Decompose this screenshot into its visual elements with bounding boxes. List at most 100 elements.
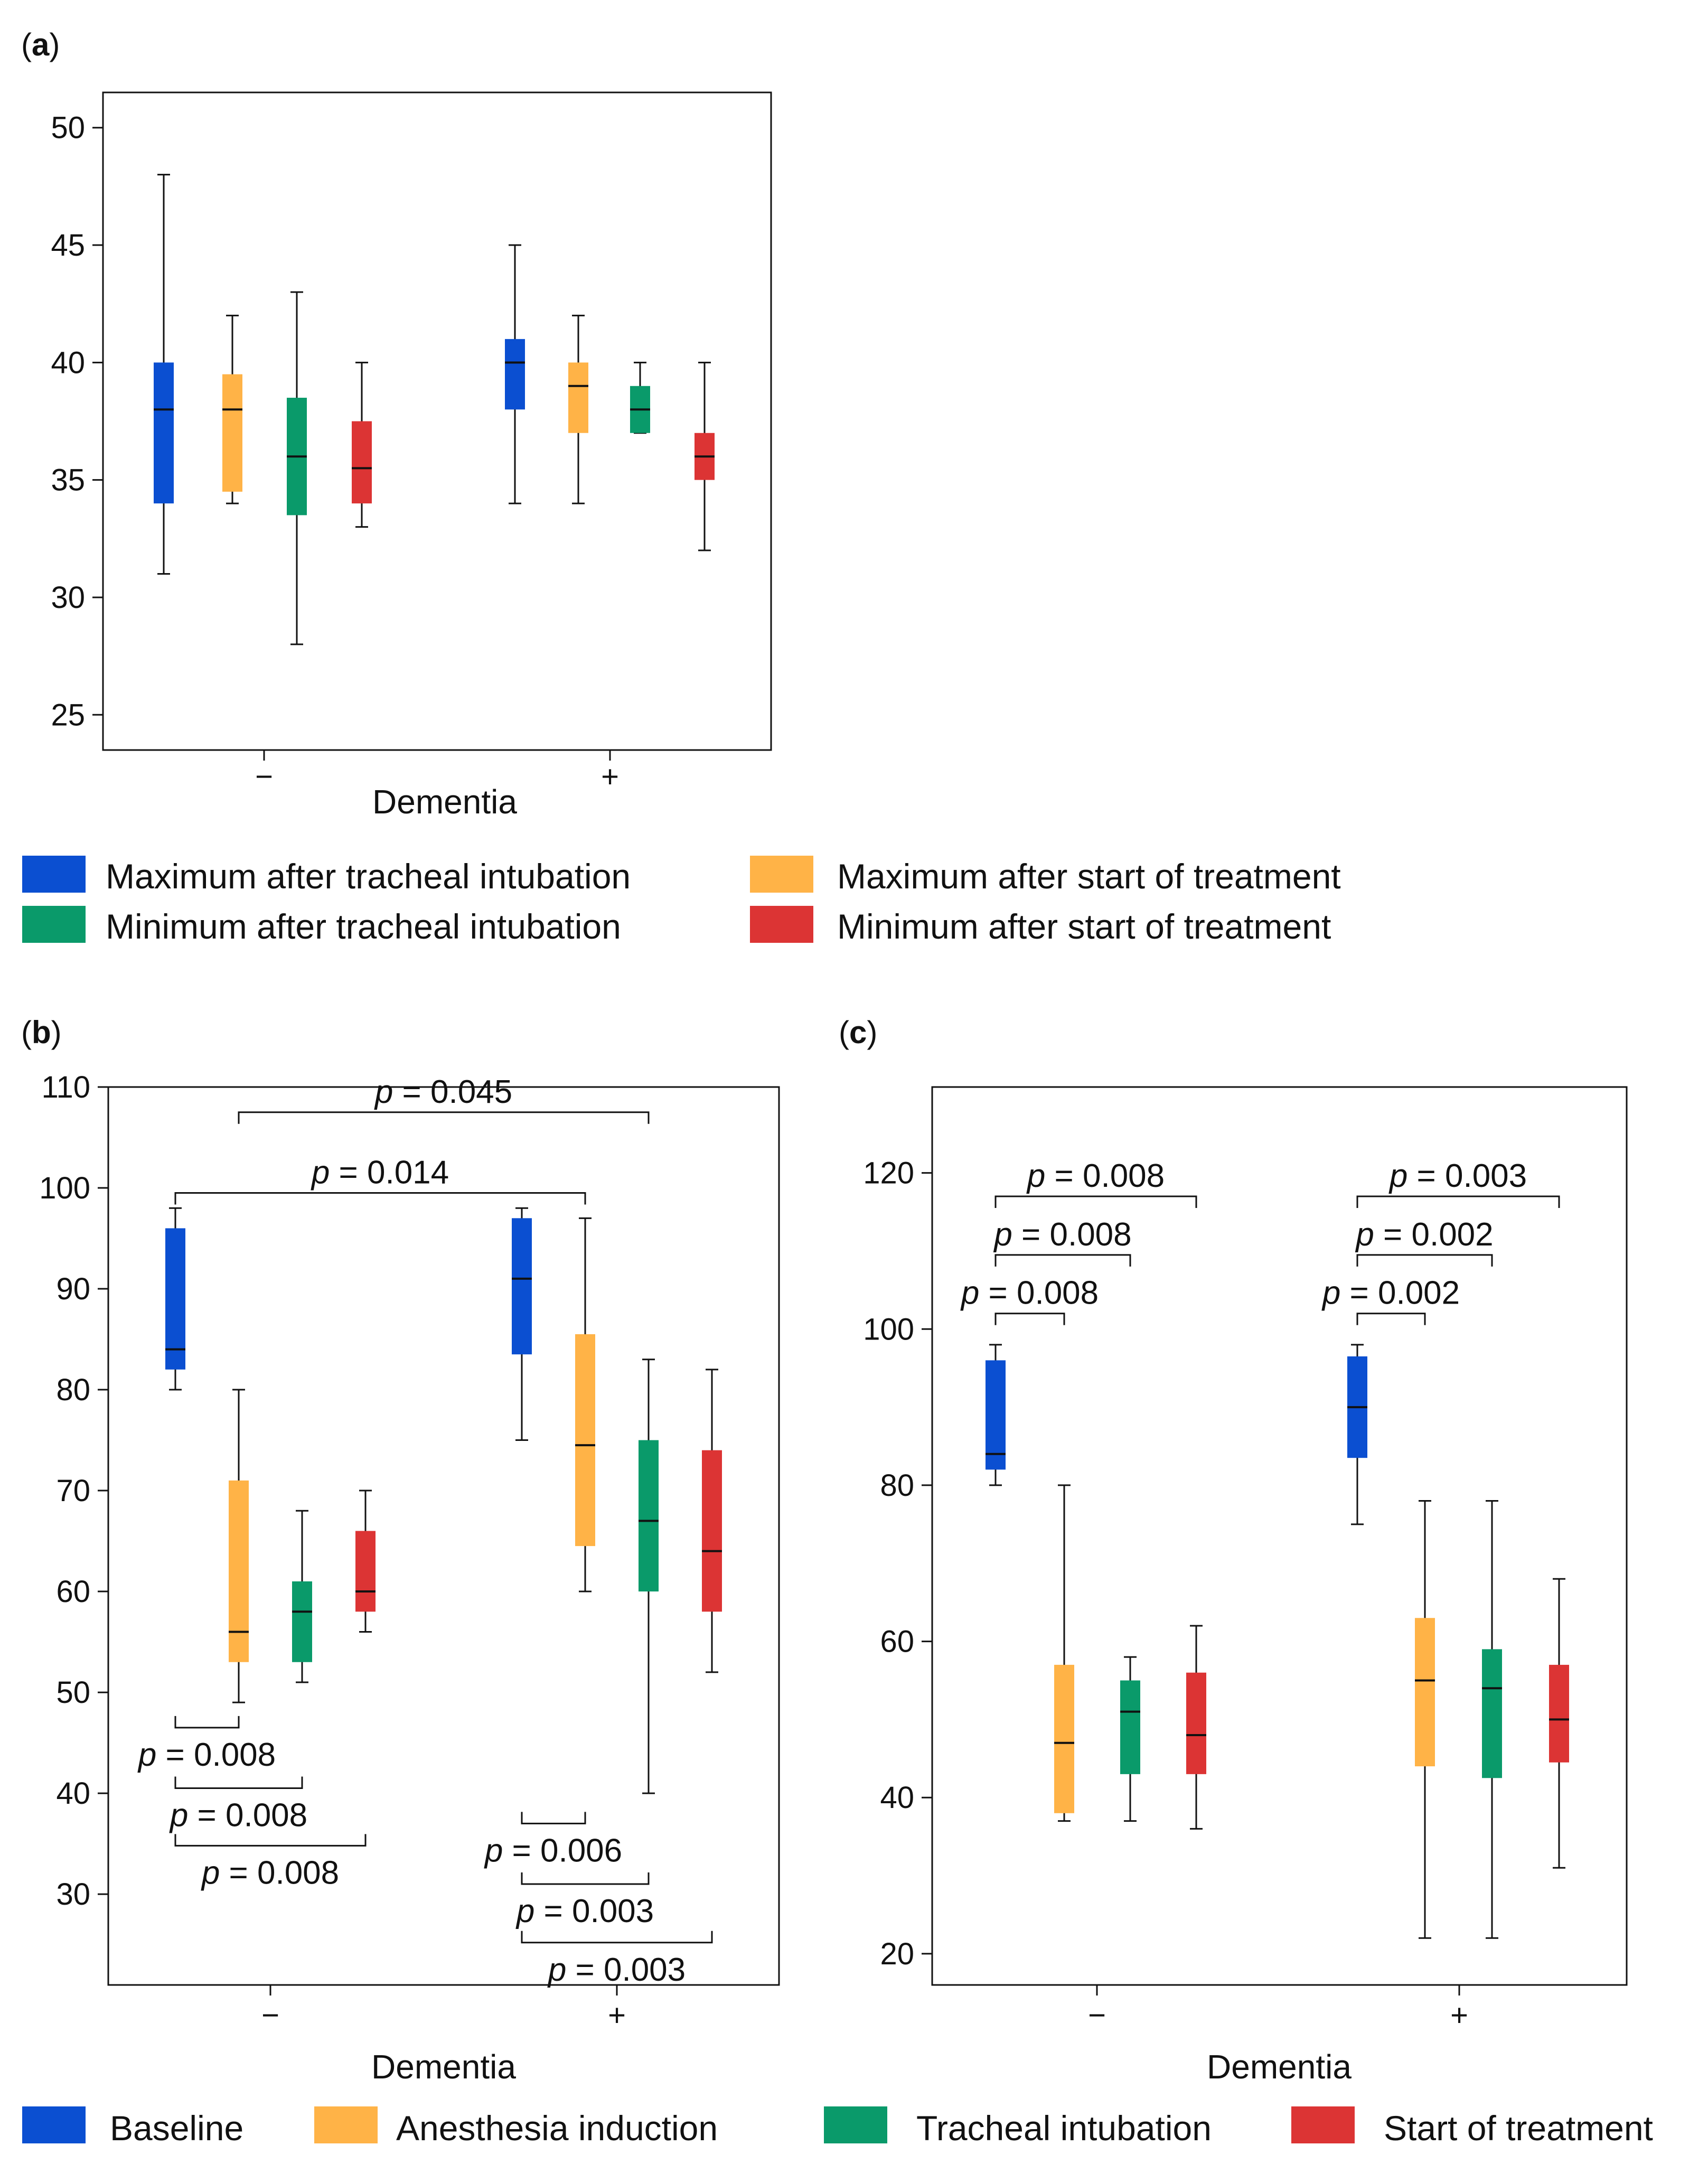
box-start-of-treatment-2 xyxy=(1549,1578,1569,1869)
p-value-bracket xyxy=(174,1716,240,1729)
p-value-bracket xyxy=(174,1834,367,1847)
y-tick-label: 35 xyxy=(51,463,85,498)
y-tick-label: 30 xyxy=(56,1877,90,1912)
p-value-annotation: p = 0.008 xyxy=(137,1716,276,1773)
p-value-label: p = 0.008 xyxy=(1026,1158,1165,1194)
legend-bc-swatch-4 xyxy=(1291,2106,1355,2143)
panel-c-label: (c) xyxy=(839,1015,877,1050)
y-tick-label: 110 xyxy=(42,1070,90,1104)
p-value-annotation: p = 0.014 xyxy=(174,1155,586,1205)
p-value-bracket xyxy=(521,1812,586,1824)
legend-a-swatch-4 xyxy=(750,906,813,943)
box-body xyxy=(1482,1649,1502,1778)
legend-bc: Baseline Anesthesia induction Tracheal i… xyxy=(22,2106,1653,2148)
panel-b: (b) 30 40 50 60 70 80 90 100 110 − + p = 0.045 p = 0… xyxy=(21,1015,780,2086)
y-tick-label: 50 xyxy=(51,111,85,145)
p-value-bracket xyxy=(521,1931,713,1944)
p-value-bracket xyxy=(1356,1313,1426,1325)
panel-b-plot: 30 40 50 60 70 80 90 100 110 − + p = 0.045 p = 0.014… xyxy=(39,1070,722,2032)
y-tick-label: 70 xyxy=(56,1474,90,1508)
y-tick-label: 60 xyxy=(56,1575,90,1609)
p-value-annotation: p = 0.002 xyxy=(1355,1216,1494,1267)
y-tick-label: 60 xyxy=(880,1625,914,1659)
box-body xyxy=(165,1228,185,1370)
p-value-annotation: p = 0.008 xyxy=(169,1776,307,1834)
legend-a-label-1: Maximum after tracheal intubation xyxy=(106,857,631,896)
x-tick-label: − xyxy=(261,1998,279,2032)
y-tick-label: 40 xyxy=(56,1776,90,1811)
p-value-label: p = 0.008 xyxy=(169,1797,307,1834)
p-value-annotation: p = 0.008 xyxy=(174,1834,367,1891)
box-body xyxy=(986,1360,1006,1470)
box-anesthesia-induction-1 xyxy=(229,1389,249,1703)
p-value-annotation: p = 0.003 xyxy=(1356,1158,1560,1208)
p-value-annotation: p = 0.045 xyxy=(238,1074,650,1124)
box-body xyxy=(702,1450,722,1612)
box-body xyxy=(1120,1680,1140,1774)
box-baseline-2 xyxy=(512,1207,532,1441)
p-value-bracket xyxy=(994,1313,1065,1325)
p-value-bracket xyxy=(521,1872,650,1885)
legend-bc-swatch-3 xyxy=(824,2106,887,2143)
panel-a-plot: 25 30 35 40 45 50 − + xyxy=(51,111,715,794)
x-tick-label: + xyxy=(1450,1998,1468,2032)
box-minimum-after-start-of-treatment-2 xyxy=(695,361,715,551)
box-body xyxy=(1549,1664,1569,1763)
box-body xyxy=(568,362,588,433)
p-value-label: p = 0.003 xyxy=(515,1893,654,1929)
legend-a-swatch-3 xyxy=(22,906,86,943)
y-tick-label: 40 xyxy=(880,1781,914,1815)
box-tracheal-intubation-2 xyxy=(1482,1500,1502,1939)
legend-bc-item-4: Start of treatment xyxy=(1291,2106,1653,2148)
p-value-annotation: p = 0.003 xyxy=(521,1931,713,1988)
p-value-annotation: p = 0.008 xyxy=(960,1275,1099,1325)
legend-a-label-4: Minimum after start of treatment xyxy=(837,907,1331,946)
x-tick-label: − xyxy=(255,760,273,794)
y-tick-label: 45 xyxy=(51,228,85,263)
box-body xyxy=(352,421,372,504)
legend-a-label-3: Minimum after tracheal intubation xyxy=(106,907,621,946)
legend-a-swatch-1 xyxy=(22,856,86,893)
box-body xyxy=(355,1531,376,1612)
box-body xyxy=(1054,1664,1074,1813)
box-start-of-treatment-2 xyxy=(702,1369,722,1673)
p-value-bracket xyxy=(1356,1195,1560,1208)
legend-a-swatch-2 xyxy=(750,856,813,893)
p-value-label: p = 0.008 xyxy=(201,1854,339,1891)
box-maximum-after-tracheal-intubation-2 xyxy=(505,244,525,504)
box-body xyxy=(512,1218,532,1355)
legend-bc-swatch-2 xyxy=(314,2106,378,2143)
p-value-bracket xyxy=(1356,1254,1493,1267)
legend-bc-item-3: Tracheal intubation xyxy=(824,2106,1212,2148)
box-body xyxy=(292,1581,312,1662)
legend-a-item-4: Minimum after start of treatment xyxy=(750,906,1331,946)
p-value-annotation: p = 0.002 xyxy=(1321,1275,1460,1325)
p-value-bracket xyxy=(238,1111,650,1124)
y-tick-label: 40 xyxy=(51,345,85,380)
box-baseline-1 xyxy=(165,1207,185,1391)
panel-a-xlabel: Dementia xyxy=(372,783,517,821)
box-body xyxy=(505,339,525,410)
panel-a-label: (a) xyxy=(21,27,60,62)
box-anesthesia-induction-1 xyxy=(1054,1484,1074,1822)
box-minimum-after-start-of-treatment-1 xyxy=(352,361,372,528)
p-value-label: p = 0.014 xyxy=(311,1155,449,1191)
p-value-bracket xyxy=(174,1192,586,1205)
box-tracheal-intubation-2 xyxy=(639,1359,659,1794)
p-value-label: p = 0.008 xyxy=(960,1275,1099,1311)
p-value-label: p = 0.002 xyxy=(1355,1216,1493,1253)
legend-bc-label-2: Anesthesia induction xyxy=(396,2109,718,2148)
box-start-of-treatment-1 xyxy=(1186,1625,1206,1830)
legend-bc-item-1: Baseline xyxy=(22,2106,243,2148)
panel-c-xlabel: Dementia xyxy=(1207,2048,1352,2086)
box-minimum-after-tracheal-intubation-2 xyxy=(630,361,650,434)
y-tick-label: 20 xyxy=(880,1937,914,1971)
y-tick-label: 90 xyxy=(56,1272,90,1306)
legend-a-item-1: Maximum after tracheal intubation xyxy=(22,856,631,896)
box-body xyxy=(222,374,242,492)
legend-a: Maximum after tracheal intubation Maximu… xyxy=(22,856,1341,946)
p-value-label: p = 0.008 xyxy=(137,1737,276,1773)
panel-c-plot: 20 40 60 80 100 120 − + p = 0.008 p = 0.008 p = 0.… xyxy=(863,1156,1569,2032)
y-tick-label: 120 xyxy=(863,1156,914,1191)
